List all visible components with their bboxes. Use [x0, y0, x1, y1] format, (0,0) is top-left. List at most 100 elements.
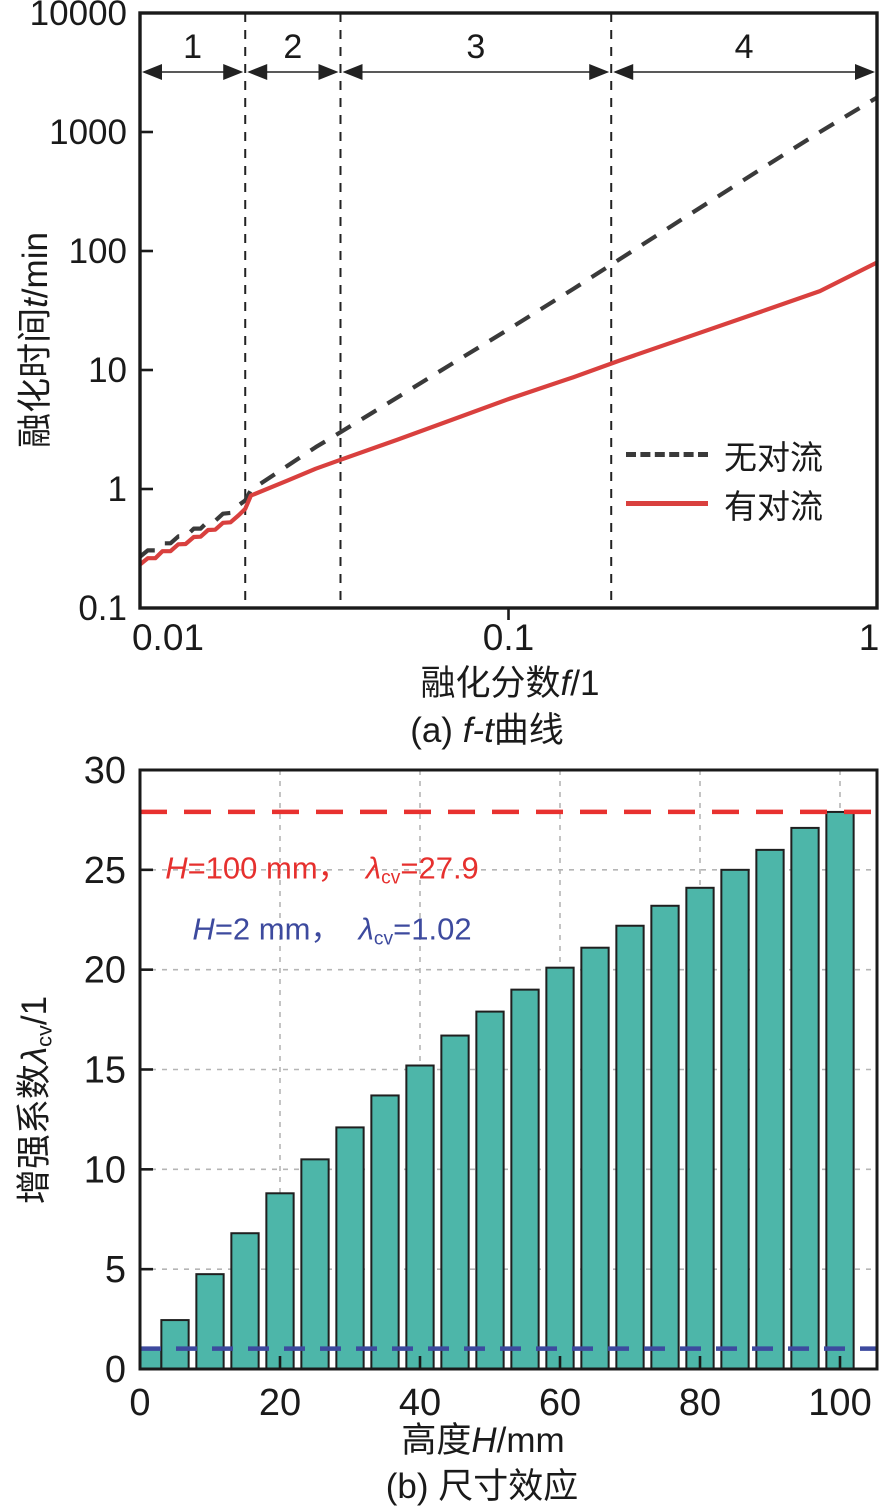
- arrowhead-right-icon: [855, 64, 875, 80]
- panel-a-y-label-variable: t: [15, 298, 55, 308]
- x-tick-label: 100: [808, 1382, 871, 1424]
- bar: [405, 1064, 435, 1371]
- annotation-h100-subscript: cv: [381, 867, 401, 889]
- annotation-h2-value: =2 mm，: [214, 911, 359, 947]
- panel-a-y-label-text: 融化时间: [15, 307, 55, 448]
- annotation-h2-result: =1.02: [393, 911, 472, 947]
- y-tick-label: 15: [84, 1050, 126, 1092]
- bar: [440, 1034, 470, 1370]
- y-tick-label: 25: [84, 850, 126, 892]
- annotation-h100-lambda: λ: [365, 850, 382, 886]
- bar: [139, 1347, 163, 1371]
- legend-label-no-convection: 无对流: [724, 438, 823, 476]
- legend: 无对流 有对流: [626, 430, 823, 528]
- x-tick-label: 80: [679, 1382, 721, 1424]
- bar: [300, 1158, 330, 1370]
- panel-b-y-axis-label: 增强系数λcv/1: [14, 995, 57, 1205]
- bar: [825, 810, 855, 1370]
- legend-item-no-convection: 无对流: [626, 430, 823, 479]
- x-tick-label: 60: [539, 1382, 581, 1424]
- panel-a-border: [138, 11, 879, 610]
- curve-with-convection: [138, 260, 878, 567]
- bar: [370, 1094, 400, 1370]
- panel-a-x-label-unit: /1: [570, 663, 600, 703]
- x-tick-label: 0: [129, 1382, 150, 1424]
- annotation-h2-lambda: λ: [358, 911, 374, 947]
- region-label: 1: [183, 28, 202, 66]
- y-tick-label: 0.1: [78, 589, 127, 628]
- bar: [510, 988, 540, 1371]
- x-tick-label: 1: [859, 617, 880, 658]
- annotation-h100-value: =100 mm，: [187, 850, 366, 886]
- panel-b-caption: (b) 尺寸效应: [385, 1466, 579, 1506]
- y-tick-label: 10: [88, 351, 127, 390]
- annotation-h2: H=2 mm， λcv=1.02: [192, 904, 471, 951]
- bar: [475, 1010, 505, 1370]
- panel-b-x-axis-label: 高度H/mm: [401, 1420, 565, 1461]
- panel-b-x-label-text: 高度: [401, 1420, 472, 1460]
- annotation-h2-variable: H: [192, 911, 215, 947]
- annotation-h100-variable: H: [165, 850, 188, 886]
- annotation-h2-subscript: cv: [373, 928, 394, 950]
- y-tick-label: 0: [105, 1349, 126, 1391]
- panel-b-caption-prefix: (b): [385, 1466, 439, 1506]
- dashed-line-icon: [626, 452, 708, 457]
- x-tick-label: 0.1: [483, 617, 534, 658]
- y-tick-label: 1: [108, 470, 127, 509]
- panel-a-caption-variable: f-t: [462, 710, 494, 750]
- y-tick-label: 1000: [49, 113, 127, 152]
- panel-b-y-label-subscript: cv: [31, 1025, 57, 1047]
- bar: [195, 1273, 225, 1370]
- bar: [265, 1192, 295, 1370]
- arrowhead-left-icon: [613, 64, 634, 80]
- arrowhead-left-icon: [247, 64, 268, 80]
- bar: [755, 848, 785, 1370]
- solid-line-icon: [626, 501, 708, 506]
- y-tick-label: 30: [84, 750, 126, 792]
- panel-b-y-label-variable: λ: [14, 1046, 54, 1065]
- bar: [335, 1126, 365, 1370]
- x-tick-label: 20: [259, 1382, 301, 1424]
- panel-b-y-label-text: 增强系数: [14, 1064, 54, 1205]
- arrowhead-left-icon: [342, 64, 363, 80]
- arrowhead-right-icon: [223, 64, 244, 80]
- panel-a-x-axis-label: 融化分数f/1: [420, 663, 600, 704]
- panel-b-y-label-unit: /1: [14, 995, 54, 1026]
- y-tick-label: 100: [69, 232, 127, 271]
- panel-a-caption-prefix: (a): [410, 710, 463, 750]
- y-tick-label: 20: [84, 950, 126, 992]
- region-label: 4: [735, 28, 754, 66]
- bar: [685, 886, 715, 1370]
- annotation-h100-result: =27.9: [400, 850, 479, 886]
- panel-a-x-label-variable: f: [560, 663, 571, 703]
- bar: [720, 868, 750, 1370]
- curve-no-convection: [138, 95, 879, 559]
- x-tick-label: 0.01: [132, 617, 204, 658]
- panel-b-x-label-unit: /mm: [496, 1420, 565, 1460]
- bar: [790, 826, 820, 1370]
- legend-label-with-convection: 有对流: [724, 487, 823, 525]
- arrowhead-right-icon: [589, 64, 610, 80]
- panel-a-x-label-text: 融化分数: [420, 663, 561, 703]
- bar: [580, 946, 610, 1370]
- panel-b-caption-suffix: 尺寸效应: [438, 1466, 579, 1506]
- bar: [650, 904, 680, 1370]
- bar: [160, 1319, 190, 1370]
- panel-b-plot: 0 5 10 15 20 25 30 0 20 40 60 80 100: [84, 750, 879, 1424]
- panel-a-caption: (a) f-t曲线: [410, 710, 564, 751]
- y-tick-label: 10: [84, 1149, 126, 1191]
- panel-b-border: [138, 768, 879, 1371]
- annotation-h100: H=100 mm， λcv=27.9: [165, 843, 479, 890]
- panel-b-x-label-variable: H: [471, 1420, 497, 1460]
- bar: [615, 924, 645, 1370]
- region-label: 2: [283, 28, 302, 66]
- panel-a-caption-suffix: 曲线: [493, 710, 564, 750]
- arrowhead-left-icon: [142, 64, 162, 80]
- bar: [545, 966, 575, 1370]
- arrowhead-right-icon: [318, 64, 339, 80]
- y-tick-label: 10000: [30, 0, 127, 33]
- region-label: 3: [466, 28, 485, 66]
